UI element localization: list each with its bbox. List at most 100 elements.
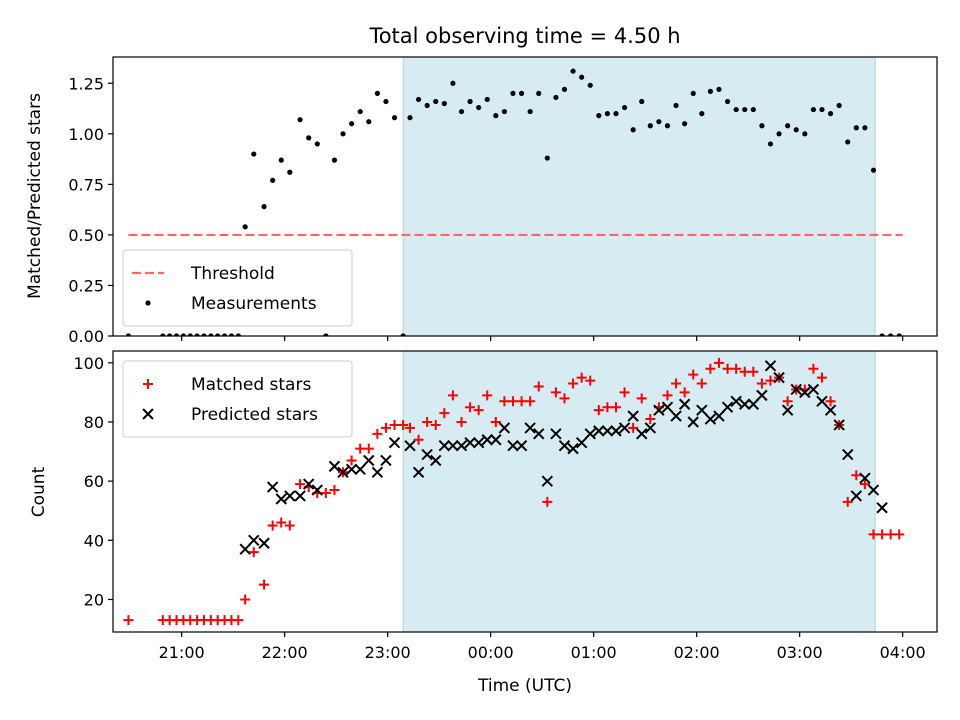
matched-star-point [320,487,331,498]
measurement-point [647,123,653,129]
matched-star-point [585,375,596,386]
matched-star-point [533,381,544,392]
measurement-point [750,106,756,113]
matched-star-point [380,422,391,433]
matched-star-point [825,396,836,407]
x-tick-label: 21:00 [159,643,205,662]
legend-label: Measurements [191,294,317,314]
matched-star-point [636,393,647,404]
measurement-point [639,98,645,105]
measurement-point [331,157,338,163]
matched-star-point [259,579,270,590]
predicted-star-point [354,463,366,476]
measurement-point [862,125,868,131]
measurement-point [810,106,817,113]
measurement-point [415,96,422,103]
measurement-point [879,333,885,336]
matched-star-point [602,402,613,413]
measurement-point [682,121,688,127]
matched-star-point [748,366,759,377]
measurement-point [208,333,214,336]
matched-star-point [363,443,374,454]
matched-star-point [542,496,553,507]
x-axis-label: Time (UTC) [477,676,572,696]
predicted-star-point [472,436,485,449]
predicted-star-point [661,401,674,413]
measurement-point [242,224,248,230]
axes-frame [112,350,938,633]
matched-star-point [705,363,716,374]
predicted-star-point [311,484,323,496]
measurement-point [759,123,765,129]
predicted-star-point [636,428,648,440]
x-tick-label: 02:00 [674,643,720,662]
matched-star-point [739,366,750,377]
measurement-point [366,119,372,125]
predicted-star-point [704,413,717,425]
predicted-star-point [524,422,536,434]
measurement-point [536,90,542,96]
measurement-point [630,127,636,133]
predicted-star-point [239,543,251,555]
measurement-point [733,106,739,113]
predicted-star-point [328,460,341,473]
matched-star-point [490,416,501,427]
matched-star-point [808,363,819,374]
legend-matched-handle [143,379,153,389]
predicted-star-point [601,425,614,437]
predicted-star-point [842,448,854,461]
measurement-point [467,98,473,105]
predicted-star-point [481,434,493,446]
y-tick-label: 0.25 [68,276,104,295]
predicted-star-point [464,436,476,449]
predicted-star-point [644,422,657,434]
observing-window-shade [402,56,876,337]
matched-star-point [765,375,776,386]
matched-star-point [482,390,493,401]
measurement-point [424,102,430,109]
predicted-star-point [447,439,459,452]
predicted-star-point [850,490,863,502]
matched-star-point [525,396,536,407]
measurement-point [235,333,241,336]
measurement-point [896,333,902,336]
measurement-point [802,131,808,137]
measurement-point [699,111,705,117]
measurement-point [407,115,413,121]
measurement-point [194,333,200,336]
predicted-star-point [507,439,519,452]
predicted-star-point [696,404,708,416]
x-tick-label: 01:00 [571,643,617,662]
matched-star-point [389,419,400,430]
measurement-point [125,333,132,336]
measurement-point [853,125,859,131]
matched-star-point [782,396,793,407]
matched-star-point [295,479,306,490]
measurement-point [306,135,312,141]
measurement-point [187,333,193,336]
matched-star-point [233,615,244,626]
y-tick-label: 20 [84,590,104,609]
predicted-star-point [275,493,287,505]
matched-star-point [267,520,278,531]
measurement-point [340,131,346,137]
matched-star-point [123,615,134,626]
measurement-point [484,96,490,103]
measurement-point [458,108,465,115]
x-tick-label: 04:00 [880,643,926,662]
measurement-point [527,108,533,115]
predicted-star-point [388,436,401,449]
measurement-point [767,141,774,147]
chart-title: Total observing time = 4.50 h [368,24,680,48]
measurement-point [493,113,499,119]
legend-label: Predicted stars [191,405,318,425]
matched-star-point [276,517,287,528]
matched-star-point [722,363,733,374]
predicted-star-point [764,360,777,372]
measurement-point [167,333,173,336]
matched-star-point [248,547,259,558]
measurement-point [707,88,714,94]
matched-star-point [473,405,484,416]
x-tick-label: 22:00 [262,643,308,662]
measurement-point [587,82,593,88]
